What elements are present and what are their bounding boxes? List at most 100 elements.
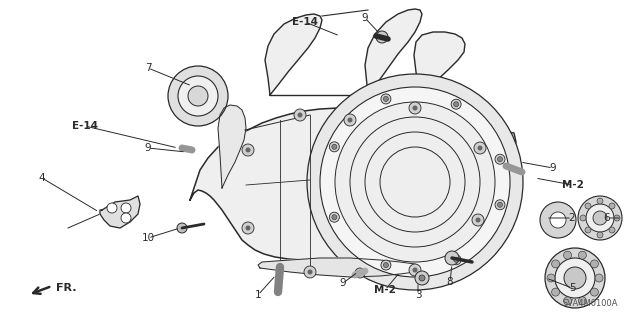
Circle shape xyxy=(332,215,337,220)
Text: 8: 8 xyxy=(447,277,453,287)
Circle shape xyxy=(552,288,559,296)
Circle shape xyxy=(472,214,484,226)
Circle shape xyxy=(454,257,459,262)
Circle shape xyxy=(474,142,486,154)
Text: M-2: M-2 xyxy=(374,285,396,295)
Circle shape xyxy=(415,271,429,285)
Circle shape xyxy=(580,215,586,221)
Polygon shape xyxy=(218,105,246,188)
Polygon shape xyxy=(460,132,516,180)
Text: 7: 7 xyxy=(145,63,151,73)
Circle shape xyxy=(564,297,572,305)
Circle shape xyxy=(454,102,459,107)
Circle shape xyxy=(476,218,481,222)
Circle shape xyxy=(332,144,337,149)
Circle shape xyxy=(552,260,559,268)
Circle shape xyxy=(609,227,615,233)
Circle shape xyxy=(330,142,339,152)
Text: 9: 9 xyxy=(550,163,556,173)
Polygon shape xyxy=(265,14,322,95)
Circle shape xyxy=(540,202,576,238)
Text: 9: 9 xyxy=(145,143,151,153)
Text: E-14: E-14 xyxy=(72,121,98,131)
Circle shape xyxy=(307,74,523,290)
Polygon shape xyxy=(100,196,140,228)
Circle shape xyxy=(409,102,421,114)
Circle shape xyxy=(320,87,510,277)
Circle shape xyxy=(413,268,417,272)
Text: E-14: E-14 xyxy=(292,17,318,27)
Circle shape xyxy=(344,114,356,126)
Circle shape xyxy=(419,275,425,281)
Polygon shape xyxy=(414,32,465,95)
Circle shape xyxy=(348,117,353,122)
Polygon shape xyxy=(365,9,422,95)
Circle shape xyxy=(178,76,218,116)
Circle shape xyxy=(595,274,603,282)
Text: M-2: M-2 xyxy=(562,180,584,190)
Circle shape xyxy=(335,102,495,262)
Circle shape xyxy=(307,270,312,275)
Circle shape xyxy=(121,213,131,223)
Text: 9: 9 xyxy=(362,13,368,23)
Circle shape xyxy=(383,263,388,268)
Circle shape xyxy=(451,99,461,109)
Text: 10: 10 xyxy=(141,233,155,243)
Circle shape xyxy=(121,203,131,213)
Circle shape xyxy=(330,212,339,222)
Circle shape xyxy=(304,266,316,278)
Circle shape xyxy=(555,258,595,298)
Circle shape xyxy=(188,86,208,106)
Circle shape xyxy=(497,157,502,162)
Circle shape xyxy=(451,255,461,265)
Circle shape xyxy=(298,113,303,117)
Circle shape xyxy=(242,222,254,234)
Circle shape xyxy=(550,212,566,228)
Polygon shape xyxy=(258,258,420,277)
Circle shape xyxy=(355,268,365,278)
Text: SVA4M0100A: SVA4M0100A xyxy=(563,299,618,308)
Circle shape xyxy=(585,227,591,233)
Circle shape xyxy=(597,232,603,238)
Circle shape xyxy=(593,211,607,225)
Circle shape xyxy=(477,145,483,151)
Circle shape xyxy=(495,200,505,210)
Circle shape xyxy=(591,288,598,296)
Text: 6: 6 xyxy=(604,213,611,223)
Circle shape xyxy=(445,251,459,265)
Text: 2: 2 xyxy=(569,213,575,223)
Circle shape xyxy=(381,94,391,104)
Circle shape xyxy=(409,264,421,276)
Circle shape xyxy=(579,251,586,259)
Circle shape xyxy=(107,203,117,213)
Circle shape xyxy=(591,260,598,268)
Circle shape xyxy=(578,196,622,240)
Text: 1: 1 xyxy=(255,290,261,300)
Text: 5: 5 xyxy=(569,283,575,293)
Circle shape xyxy=(497,202,502,207)
Text: 9: 9 xyxy=(340,278,346,288)
Polygon shape xyxy=(452,194,494,230)
Circle shape xyxy=(168,66,228,126)
Circle shape xyxy=(177,223,187,233)
Circle shape xyxy=(246,226,250,231)
Circle shape xyxy=(294,109,306,121)
Circle shape xyxy=(609,203,615,209)
Circle shape xyxy=(246,147,250,152)
Circle shape xyxy=(564,251,572,259)
Circle shape xyxy=(597,198,603,204)
Circle shape xyxy=(586,204,614,232)
Circle shape xyxy=(585,203,591,209)
Circle shape xyxy=(413,106,417,110)
Circle shape xyxy=(383,96,388,101)
Circle shape xyxy=(614,215,620,221)
Circle shape xyxy=(376,31,388,43)
Text: FR.: FR. xyxy=(56,283,77,293)
Text: 3: 3 xyxy=(415,290,421,300)
Circle shape xyxy=(545,248,605,308)
Circle shape xyxy=(579,297,586,305)
Circle shape xyxy=(242,144,254,156)
Polygon shape xyxy=(190,108,478,260)
Text: 4: 4 xyxy=(38,173,45,183)
Circle shape xyxy=(495,154,505,164)
